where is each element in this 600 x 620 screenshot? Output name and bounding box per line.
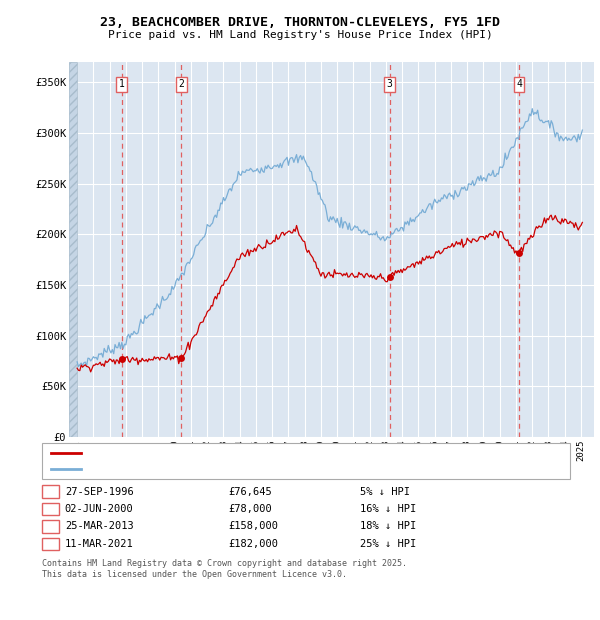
Text: £158,000: £158,000 — [228, 521, 278, 531]
Text: 5% ↓ HPI: 5% ↓ HPI — [360, 487, 410, 497]
Text: HPI: Average price, detached house, Wyre: HPI: Average price, detached house, Wyre — [85, 464, 315, 473]
Text: Price paid vs. HM Land Registry's House Price Index (HPI): Price paid vs. HM Land Registry's House … — [107, 30, 493, 40]
Bar — [69, 62, 77, 437]
Text: 25% ↓ HPI: 25% ↓ HPI — [360, 539, 416, 549]
Text: £78,000: £78,000 — [228, 504, 272, 514]
Text: 25-MAR-2013: 25-MAR-2013 — [65, 521, 134, 531]
Text: 3: 3 — [47, 521, 53, 531]
Text: 23, BEACHCOMBER DRIVE, THORNTON-CLEVELEYS, FY5 1FD: 23, BEACHCOMBER DRIVE, THORNTON-CLEVELEY… — [100, 16, 500, 29]
Text: 11-MAR-2021: 11-MAR-2021 — [65, 539, 134, 549]
Text: 27-SEP-1996: 27-SEP-1996 — [65, 487, 134, 497]
Text: 18% ↓ HPI: 18% ↓ HPI — [360, 521, 416, 531]
Text: 23, BEACHCOMBER DRIVE, THORNTON-CLEVELEYS, FY5 1FD (detached house): 23, BEACHCOMBER DRIVE, THORNTON-CLEVELEY… — [85, 448, 470, 457]
Text: 4: 4 — [47, 539, 53, 549]
Text: 1: 1 — [47, 487, 53, 497]
Text: £76,645: £76,645 — [228, 487, 272, 497]
Text: 02-JUN-2000: 02-JUN-2000 — [65, 504, 134, 514]
Text: 16% ↓ HPI: 16% ↓ HPI — [360, 504, 416, 514]
Text: 1: 1 — [119, 79, 125, 89]
Text: £182,000: £182,000 — [228, 539, 278, 549]
Text: 4: 4 — [516, 79, 522, 89]
Text: 2: 2 — [47, 504, 53, 514]
Text: 2: 2 — [179, 79, 184, 89]
Text: Contains HM Land Registry data © Crown copyright and database right 2025.
This d: Contains HM Land Registry data © Crown c… — [42, 559, 407, 578]
Text: 3: 3 — [387, 79, 392, 89]
